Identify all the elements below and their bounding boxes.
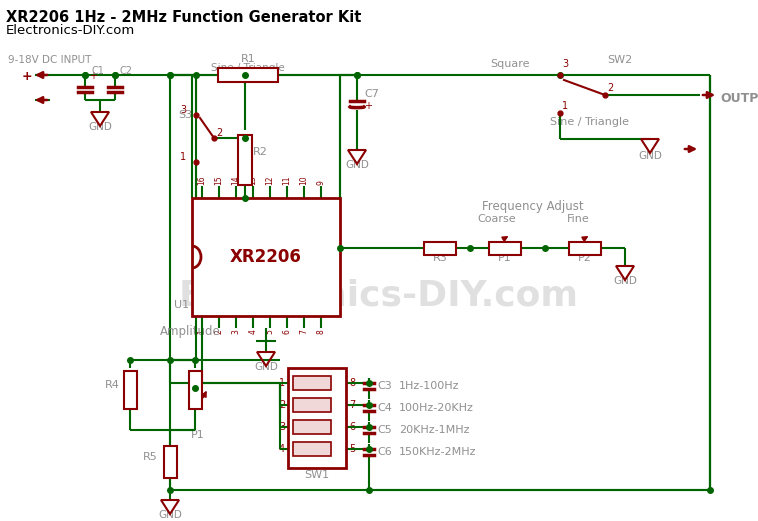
Text: C7: C7 <box>364 89 379 99</box>
Text: GND: GND <box>254 362 278 372</box>
Text: 14: 14 <box>231 176 240 185</box>
Text: Frequency Adjust: Frequency Adjust <box>482 200 584 213</box>
Text: GND: GND <box>613 276 637 286</box>
Bar <box>238 135 252 185</box>
Text: Amplitude: Amplitude <box>160 325 221 338</box>
Text: 6: 6 <box>349 422 356 432</box>
Text: 100Hz-20KHz: 100Hz-20KHz <box>399 403 474 413</box>
Text: 1: 1 <box>180 152 186 162</box>
Text: 1: 1 <box>279 378 285 388</box>
Text: 3: 3 <box>231 329 240 334</box>
Text: 4: 4 <box>249 329 258 334</box>
Text: GND: GND <box>345 160 369 170</box>
Text: 16: 16 <box>198 176 206 185</box>
Text: 1: 1 <box>562 101 568 111</box>
Text: SW2: SW2 <box>607 55 633 65</box>
Text: C4: C4 <box>377 403 392 413</box>
Bar <box>293 420 331 434</box>
Text: P1: P1 <box>191 430 205 440</box>
Bar <box>569 242 601 254</box>
Text: GND: GND <box>638 151 662 161</box>
Text: 2: 2 <box>215 329 224 334</box>
Text: 9-18V DC INPUT: 9-18V DC INPUT <box>8 55 92 65</box>
Text: Square: Square <box>490 59 530 69</box>
Text: C1: C1 <box>91 66 104 76</box>
Text: 4: 4 <box>279 444 285 454</box>
Text: 1Hz-100Hz: 1Hz-100Hz <box>399 381 459 391</box>
Text: +: + <box>21 70 32 83</box>
Text: Fine: Fine <box>567 214 590 224</box>
Bar <box>293 442 331 456</box>
Text: 13: 13 <box>249 176 258 185</box>
Text: 5: 5 <box>349 444 356 454</box>
Text: XR2206 1Hz - 2MHz Function Generator Kit: XR2206 1Hz - 2MHz Function Generator Kit <box>6 10 362 25</box>
Text: +: + <box>89 71 97 81</box>
Text: 2: 2 <box>279 400 285 410</box>
Text: 3: 3 <box>562 59 568 69</box>
Text: U1: U1 <box>174 300 190 310</box>
Bar <box>424 242 456 254</box>
Text: 7: 7 <box>349 400 356 410</box>
Text: 8: 8 <box>349 378 356 388</box>
Bar <box>288 368 346 468</box>
Text: R1: R1 <box>240 54 255 64</box>
Text: 9: 9 <box>317 180 325 185</box>
Text: 15: 15 <box>215 176 224 185</box>
Text: 12: 12 <box>265 176 274 185</box>
Text: GND: GND <box>158 510 182 520</box>
Text: Sine / Triangle: Sine / Triangle <box>211 63 285 73</box>
Text: Electronics-DIY.com: Electronics-DIY.com <box>179 278 579 312</box>
Text: 1: 1 <box>198 329 206 334</box>
Bar <box>124 371 136 409</box>
Text: P1: P1 <box>498 253 512 263</box>
Text: 2: 2 <box>607 83 613 93</box>
Text: OUTPUT: OUTPUT <box>720 92 758 105</box>
Text: P2: P2 <box>578 253 592 263</box>
Text: Electronics-DIY.com: Electronics-DIY.com <box>6 24 135 37</box>
Text: GND: GND <box>88 122 112 132</box>
Text: 8: 8 <box>317 329 325 334</box>
Text: R4: R4 <box>105 380 120 390</box>
Text: S3: S3 <box>178 110 192 120</box>
Bar <box>218 68 278 82</box>
Text: 3: 3 <box>279 422 285 432</box>
Text: Sine / Triangle: Sine / Triangle <box>550 117 629 127</box>
Text: C6: C6 <box>377 447 392 457</box>
Text: C5: C5 <box>377 425 392 435</box>
Text: 2: 2 <box>216 128 222 138</box>
Bar <box>293 376 331 390</box>
Bar <box>189 371 202 409</box>
Text: R3: R3 <box>433 253 447 263</box>
Text: R5: R5 <box>143 452 158 462</box>
Text: 11: 11 <box>283 176 292 185</box>
Text: XR2206: XR2206 <box>230 248 302 266</box>
Bar <box>293 398 331 412</box>
Text: 6: 6 <box>283 329 292 334</box>
Bar <box>164 446 177 478</box>
Text: +: + <box>364 101 372 111</box>
Text: R2: R2 <box>253 147 268 157</box>
Text: C2: C2 <box>119 66 132 76</box>
Text: 20KHz-1MHz: 20KHz-1MHz <box>399 425 469 435</box>
Text: C3: C3 <box>377 381 392 391</box>
Text: 5: 5 <box>265 329 274 334</box>
Text: 7: 7 <box>299 329 309 334</box>
Text: SW1: SW1 <box>305 470 330 480</box>
Text: 10: 10 <box>299 176 309 185</box>
Text: 3: 3 <box>180 105 186 115</box>
Bar <box>192 198 340 316</box>
Bar <box>489 242 521 254</box>
Text: 150KHz-2MHz: 150KHz-2MHz <box>399 447 477 457</box>
Text: Coarse: Coarse <box>478 214 516 224</box>
